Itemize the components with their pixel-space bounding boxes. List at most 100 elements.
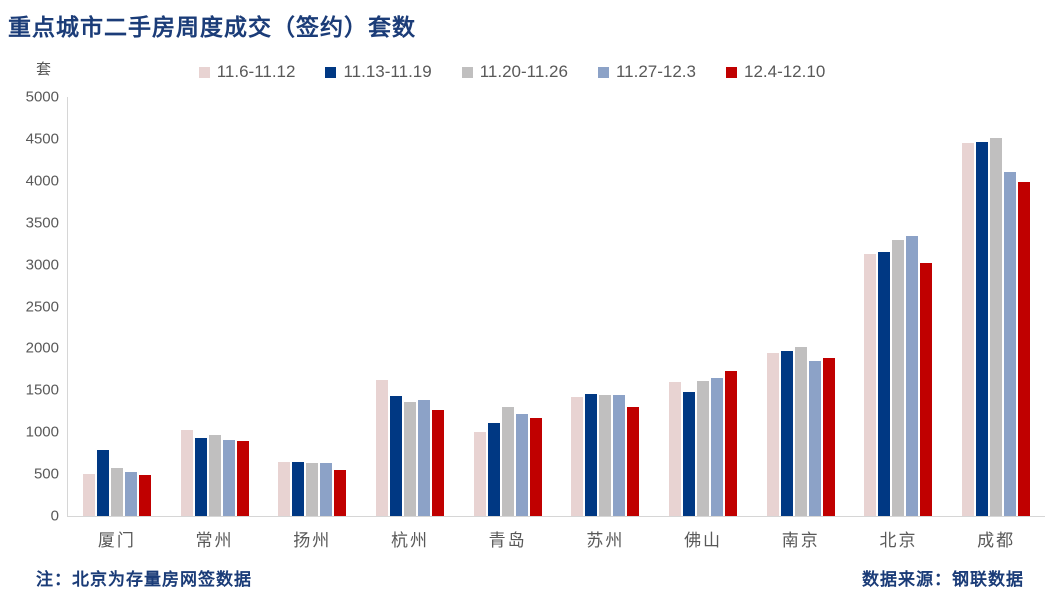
bar-杭州-11.20-11.26 (403, 402, 416, 516)
legend-label: 11.13-11.19 (343, 62, 432, 81)
bar-青岛-11.13-11.19 (487, 423, 500, 516)
legend-label: 11.20-11.26 (479, 62, 568, 81)
bar-扬州-11.20-11.26 (306, 463, 319, 516)
bar-cluster-佛山: 佛山 (654, 97, 752, 550)
bar-青岛-11.6-11.12 (473, 432, 486, 516)
bar-cluster-苏州: 苏州 (557, 97, 655, 550)
legend-swatch-icon (725, 66, 737, 78)
footnote-note: 注：北京为存量房网签数据 (36, 570, 252, 589)
y-axis-tick-label: 4000 (25, 172, 59, 190)
bar-cluster-成都: 成都 (947, 97, 1045, 550)
bar-cluster-常州: 常州 (166, 97, 264, 550)
bar-常州-11.6-11.12 (180, 429, 193, 516)
bar-扬州-12.4-12.10 (334, 469, 347, 516)
bar-佛山-11.27-12.3 (711, 377, 724, 516)
legend-swatch-icon (325, 66, 337, 78)
legend-label: 11.27-12.3 (615, 62, 696, 81)
y-axis-tick-label: 5000 (25, 88, 59, 106)
x-axis-category-label: 佛山 (684, 531, 723, 550)
bar-南京-12.4-12.10 (822, 358, 835, 516)
bar-常州-11.13-11.19 (194, 437, 207, 516)
chart-title: 重点城市二手房周度成交（签约）套数 (8, 15, 416, 40)
bar-北京-12.4-12.10 (920, 262, 933, 516)
bar-青岛-11.20-11.26 (501, 406, 514, 516)
bar-北京-11.20-11.26 (892, 240, 905, 516)
bar-厦门-11.13-11.19 (96, 449, 109, 516)
x-axis-category-label: 厦门 (97, 531, 136, 550)
x-axis-category-label: 北京 (879, 531, 918, 550)
bar-常州-11.20-11.26 (208, 434, 221, 516)
bar-佛山-12.4-12.10 (725, 370, 738, 516)
bar-成都-11.20-11.26 (990, 138, 1003, 516)
y-axis-tick-label: 3000 (25, 256, 59, 274)
bar-成都-12.4-12.10 (1018, 182, 1031, 516)
x-axis-category-label: 青岛 (488, 531, 527, 550)
legend-swatch-icon (461, 66, 473, 78)
bar-cluster-厦门: 厦门 (68, 97, 166, 550)
bar-北京-11.13-11.19 (878, 252, 891, 516)
bar-厦门-11.6-11.12 (82, 474, 95, 516)
bar-杭州-11.27-12.3 (417, 400, 430, 516)
legend-item-0: 11.6-11.12 (198, 62, 296, 82)
y-axis-tick-label: 2500 (25, 298, 59, 315)
y-axis-tick-label: 1500 (25, 381, 59, 399)
bar-成都-11.27-12.3 (1004, 172, 1017, 516)
x-axis-category-label: 杭州 (390, 531, 429, 550)
bar-杭州-11.13-11.19 (389, 395, 402, 516)
legend-swatch-icon (198, 66, 210, 78)
bar-cluster-扬州: 扬州 (263, 97, 361, 550)
legend-label: 11.6-11.12 (216, 62, 296, 81)
bar-佛山-11.20-11.26 (697, 381, 710, 516)
bar-cluster-南京: 南京 (752, 97, 850, 550)
y-axis-unit-label: 套 (36, 62, 52, 78)
bar-苏州-11.20-11.26 (599, 395, 612, 516)
y-axis-tick-label: 4500 (25, 130, 59, 148)
legend-item-4: 12.4-12.10 (725, 62, 826, 82)
bar-杭州-11.6-11.12 (375, 380, 388, 516)
bar-佛山-11.13-11.19 (683, 391, 696, 516)
bar-苏州-11.6-11.12 (571, 397, 584, 516)
bar-cluster-北京: 北京 (850, 97, 948, 550)
bar-扬州-11.13-11.19 (292, 461, 305, 516)
plot-area: 0 500 1000 1500 2000 2500 3000 3500 4000 4500 5000… (26, 89, 1045, 550)
bar-厦门-11.27-12.3 (124, 472, 137, 516)
bar-青岛-11.27-12.3 (515, 413, 528, 516)
bar-常州-11.27-12.3 (222, 439, 235, 516)
bar-扬州-11.6-11.12 (278, 461, 291, 516)
bar-北京-11.6-11.12 (864, 253, 877, 516)
bar-常州-12.4-12.10 (236, 441, 249, 516)
bar-青岛-12.4-12.10 (529, 418, 542, 516)
chart-legend: 11.6-11.12 11.13-11.19 11.20-11.26 11.27-12… (67, 62, 957, 82)
x-axis-category-label: 扬州 (293, 531, 332, 550)
footnote-source: 数据来源：钢联数据 (862, 570, 1024, 589)
x-axis-category-label: 苏州 (586, 531, 625, 550)
bar-南京-11.6-11.12 (766, 352, 779, 516)
bar-厦门-11.20-11.26 (110, 468, 123, 516)
legend-item-1: 11.13-11.19 (325, 62, 432, 82)
bar-南京-11.20-11.26 (794, 346, 807, 516)
y-axis-tick-label: 2000 (25, 339, 59, 357)
bar-杭州-12.4-12.10 (431, 410, 444, 516)
bar-南京-11.13-11.19 (780, 350, 793, 516)
legend-label: 12.4-12.10 (743, 62, 826, 81)
legend-item-2: 11.20-11.26 (461, 62, 568, 82)
bar-苏州-11.13-11.19 (585, 394, 598, 516)
x-axis-category-label: 成都 (977, 531, 1016, 550)
bar-苏州-11.27-12.3 (613, 395, 626, 516)
bar-cluster-杭州: 杭州 (361, 97, 459, 550)
y-axis-tick-label: 0 (50, 507, 59, 525)
bar-北京-11.27-12.3 (906, 236, 919, 516)
legend-item-3: 11.27-12.3 (597, 62, 696, 82)
bar-佛山-11.6-11.12 (669, 381, 682, 516)
bar-南京-11.27-12.3 (808, 360, 821, 516)
bar-扬州-11.27-12.3 (320, 462, 333, 516)
y-axis-tick-label: 500 (33, 465, 59, 483)
legend-swatch-icon (597, 66, 609, 78)
bar-苏州-12.4-12.10 (627, 407, 640, 516)
x-axis-category-label: 常州 (195, 531, 234, 550)
x-axis-category-label: 南京 (781, 531, 820, 550)
bar-成都-11.13-11.19 (976, 142, 989, 516)
bar-cluster-青岛: 青岛 (459, 97, 557, 550)
y-axis-tick-label: 3500 (25, 214, 59, 232)
bar-成都-11.6-11.12 (962, 143, 975, 516)
